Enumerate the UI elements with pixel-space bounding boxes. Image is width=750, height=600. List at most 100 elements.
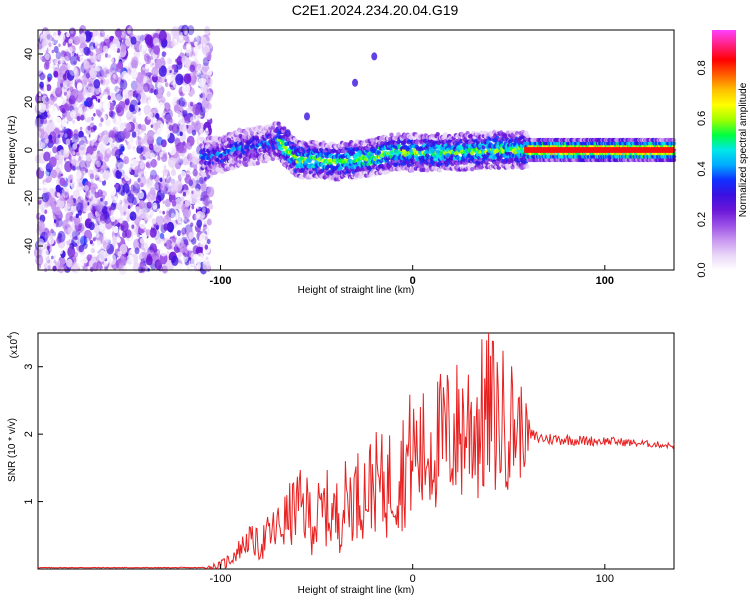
spectrogram-noise-cell <box>85 153 92 162</box>
spectrogram-noise-cell <box>84 266 88 272</box>
spectrogram-noise-cell <box>35 115 44 128</box>
spectrogram-noise-cell <box>81 185 85 190</box>
spectrogram-noise-cell <box>52 146 58 154</box>
spectrogram-noise-cell <box>47 265 51 270</box>
spectrogram-noise-cell <box>95 63 101 72</box>
spectrogram-noise-cell <box>87 86 95 97</box>
spectrogram-noise-cell <box>146 217 150 223</box>
spectrogram-noise-cell <box>150 88 154 93</box>
spectrogram-noise-cell <box>147 99 150 104</box>
spectrogram-noise-cell <box>76 115 81 122</box>
spectrogram-noise-cell <box>177 252 182 258</box>
spectrogram-noise-cell <box>163 115 167 119</box>
spectrogram-noise-cell <box>100 117 104 123</box>
spectrogram-noise-cell <box>115 62 124 73</box>
spectrogram-noise-cell <box>43 182 48 189</box>
spectrogram-noise-cell <box>129 47 133 52</box>
spectrogram-noise-cell <box>39 81 44 88</box>
spectrogram-noise-cell <box>204 128 209 136</box>
spectrogram-noise-cell <box>190 222 194 228</box>
spectrogram-noise-cell <box>44 138 49 144</box>
spectrogram-noise-cell <box>43 85 48 91</box>
spectrogram-noise-cell <box>180 52 186 59</box>
spectrogram-noise-cell <box>194 41 198 47</box>
spectrogram-noise-cell <box>86 254 92 262</box>
spectrogram-noise-cell <box>54 206 61 216</box>
spectrogram-noise-cell <box>80 165 84 171</box>
spectrogram-noise-cell <box>89 245 98 258</box>
spectrogram-noise-cell <box>196 219 203 228</box>
spectrogram-noise-cell <box>70 28 74 34</box>
spectrogram-noise-cell <box>179 243 187 254</box>
spectrogram-noise-cell <box>198 177 204 185</box>
spectrogram-noise-cell <box>182 207 192 219</box>
spectrogram-noise-cell <box>86 75 90 79</box>
spectrogram-noise-cell <box>52 35 59 45</box>
spectrogram-noise-cell <box>206 114 212 120</box>
spectrogram-noise-cell <box>127 205 131 210</box>
spectrogram-noise-cell <box>47 77 51 82</box>
spectrogram-noise-cell <box>58 248 63 255</box>
spectrogram-noise-cell <box>104 154 110 162</box>
spectrogram-noise-cell <box>94 211 98 215</box>
spectrogram-noise-cell <box>45 96 49 102</box>
spectrogram-noise-cell <box>104 200 108 206</box>
spectrogram-noise-cell <box>192 169 198 177</box>
spectrogram-noise-cell <box>198 98 202 103</box>
spectrogram-noise-cell <box>98 85 105 94</box>
spectrogram-noise-cell <box>175 73 184 86</box>
spectrogram-noise-cell <box>191 153 195 158</box>
spectrogram-noise-cell <box>44 202 49 208</box>
spectrogram-noise-cell <box>46 119 55 131</box>
spectrogram-noise-cell <box>55 85 62 94</box>
spectrogram-noise-cell <box>67 46 73 54</box>
spectrogram-noise-cell <box>168 144 177 156</box>
spectrogram-noise-cell <box>70 147 75 154</box>
spectrogram-noise-cell <box>71 261 81 274</box>
spectrogram-noise-cell <box>89 45 94 52</box>
spectrogram-noise-cell <box>128 146 131 150</box>
spectrogram-noise-cell <box>152 123 158 131</box>
spectrogram-noise-cell <box>173 103 181 114</box>
spectrogram-noise-cell <box>52 265 57 272</box>
spectrogram-noise-cell <box>137 123 142 130</box>
spectrogram-noise-cell <box>170 212 176 219</box>
spectrogram-noise-cell <box>103 115 107 120</box>
spectrogram-noise-cell <box>135 136 144 149</box>
spectrogram-noise-cell <box>125 122 132 131</box>
spectrogram-noise-cell <box>109 68 112 72</box>
spectrogram-noise-cell <box>206 78 212 86</box>
spectrogram-noise-cell <box>180 43 184 48</box>
spectrogram-noise-cell <box>57 264 65 274</box>
spectrogram-noise-cell <box>93 224 101 234</box>
spectrogram-noise-cell <box>148 143 154 151</box>
spectrogram-noise-cell <box>207 102 212 110</box>
spectrogram-noise-cell <box>187 138 191 143</box>
spectrogram-noise-cell <box>133 226 139 233</box>
spectrogram-noise-cell <box>145 161 150 168</box>
spectrogram-noise-cell <box>200 77 206 86</box>
spectrogram-noise-cell <box>58 98 63 105</box>
spectrogram-noise-cell <box>60 158 63 162</box>
spectrogram-noise-cell <box>132 262 140 272</box>
spectrogram-noise-cell <box>67 131 72 137</box>
spectrogram-noise-cell <box>165 239 173 250</box>
spectrogram-noise-cell <box>190 101 194 107</box>
spectrogram-noise-cell <box>123 59 131 70</box>
spectrogram-noise-cell <box>143 53 150 62</box>
spectrogram-noise-cell <box>114 248 118 253</box>
spectrogram-noise-cell <box>178 115 185 125</box>
spectrogram-noise-cell <box>142 121 145 125</box>
spectrogram-noise-cell <box>171 123 180 134</box>
spectrogram-noise-cell <box>148 111 154 119</box>
spectrogram-noise-cell <box>149 243 157 254</box>
spectrogram-noise-cell <box>178 158 184 166</box>
spectrogram-noise-cell <box>163 238 171 249</box>
spectrogram-noise-cell <box>38 92 42 97</box>
spectrogram-noise-cell <box>78 244 85 253</box>
spectrogram-noise-cell <box>48 235 55 245</box>
spectrogram-signal-cell <box>435 132 440 137</box>
spectrogram-noise-cell <box>201 99 208 108</box>
spectrogram-noise-cell <box>182 94 188 103</box>
spectrogram-noise-cell <box>126 210 130 215</box>
